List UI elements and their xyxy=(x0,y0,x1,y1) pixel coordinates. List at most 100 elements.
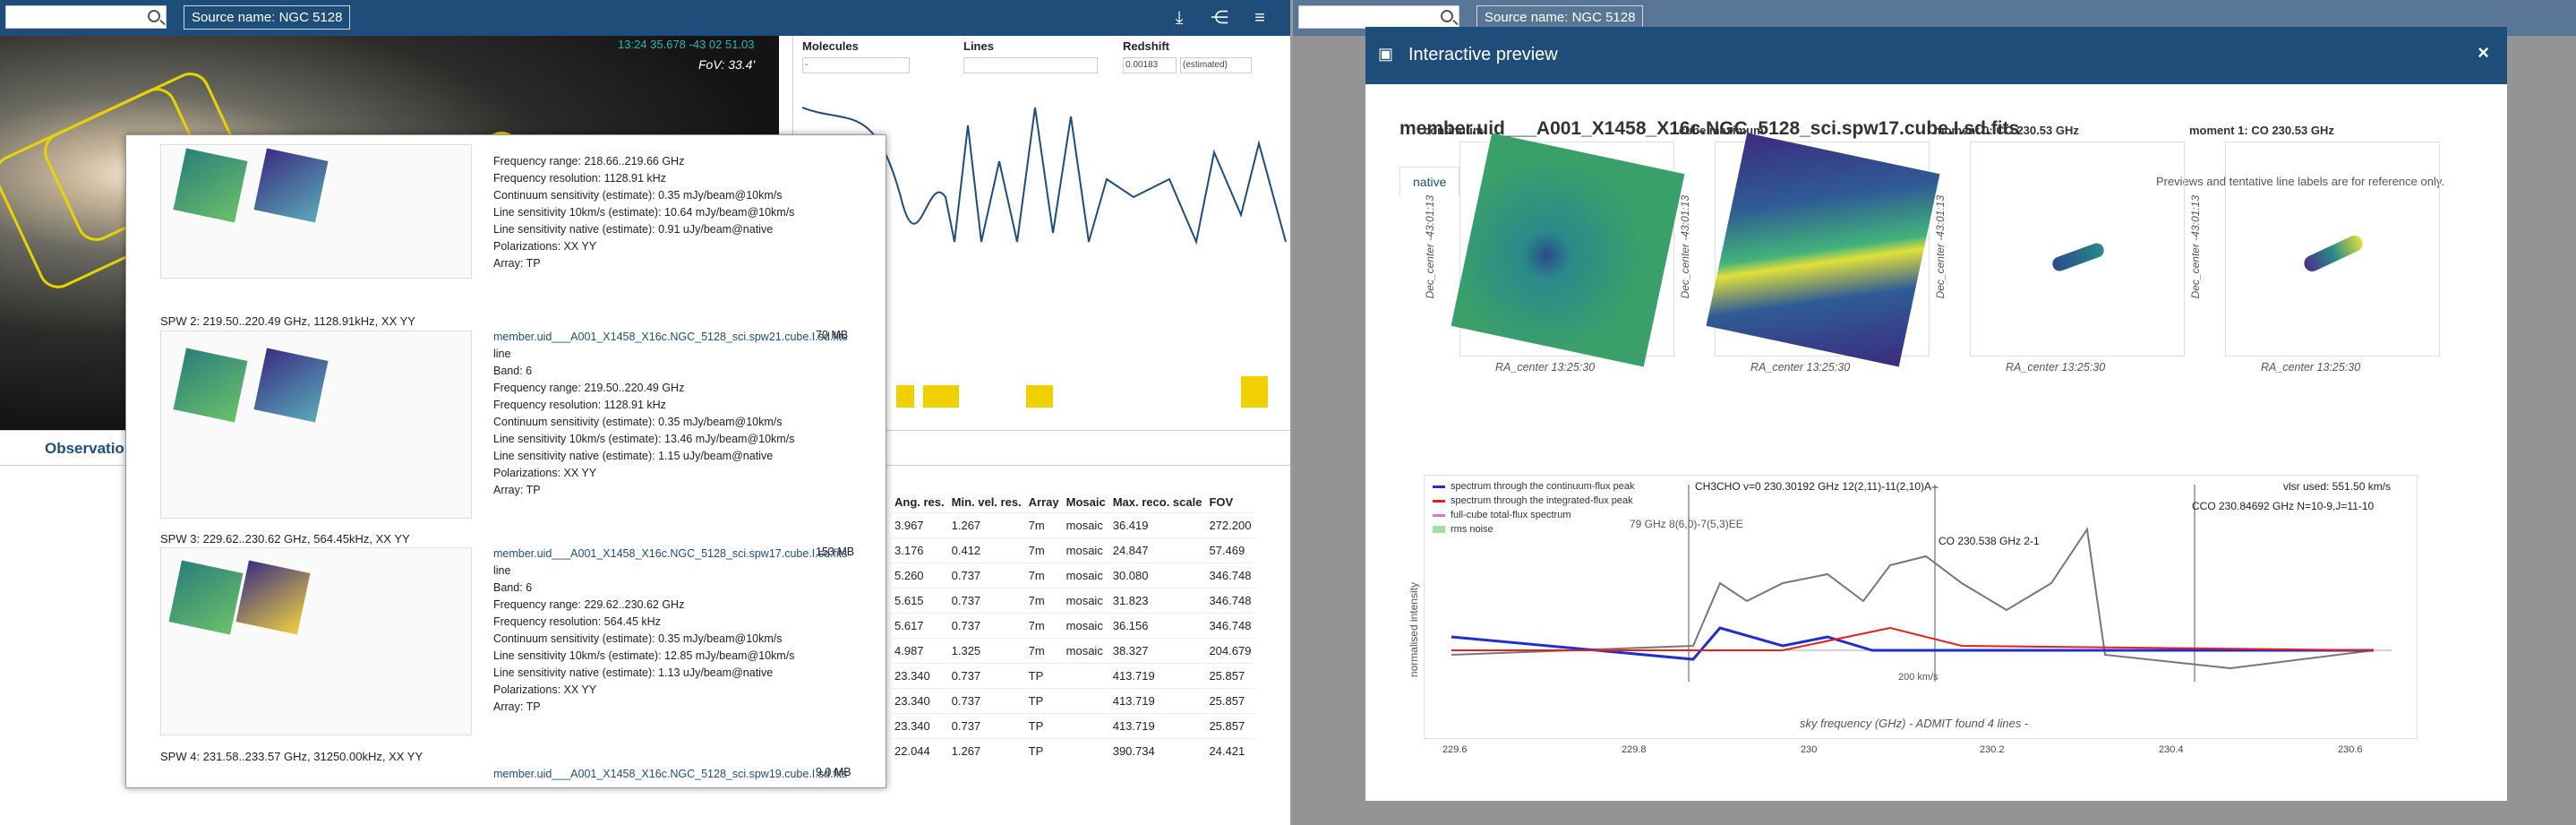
spectrum-svg[interactable] xyxy=(1425,476,2418,740)
table-row[interactable]: 22.044 1.267 TP 390.734 24.421 xyxy=(891,737,1255,763)
share-icon[interactable]: ⋲ xyxy=(1211,8,1228,28)
spw3-thumbnail[interactable] xyxy=(160,547,472,735)
redshift-mode-select[interactable]: (estimated) xyxy=(1180,57,1252,73)
table-cell: 7m xyxy=(1024,637,1063,663)
legend-item: spectrum through the integrated-flux pea… xyxy=(1433,495,1633,506)
table-cell: 1.267 xyxy=(947,511,1025,537)
table-header-row: Ang. res. Min. vel. res. Array Mosaic Ma… xyxy=(891,493,1254,512)
molecules-label: Molecules xyxy=(802,39,859,53)
modal-title-bar: Interactive preview xyxy=(1408,45,1558,64)
table-cell xyxy=(1062,687,1109,713)
source-value: NGC 5128 xyxy=(1571,10,1636,25)
table-cell: 23.340 xyxy=(891,712,948,738)
table-cell: 7m xyxy=(1024,612,1063,638)
continuum-panel: continuum Dec_center -43:01:13 RA_center… xyxy=(1424,124,1685,464)
legend-item: rms noise xyxy=(1433,524,1493,535)
spw1-thumbnail[interactable] xyxy=(160,144,472,279)
table-cell: 22.044 xyxy=(891,737,948,763)
search-icon[interactable] xyxy=(148,10,160,22)
spw2-info: member.uid___A001_X1458_X16c.NGC_5128_sc… xyxy=(493,331,848,496)
preview-filename: member.uid___A001_X1458_X16c.NGC_5128_sc… xyxy=(1399,118,2020,139)
x-axis-label: RA_center 13:25:30 xyxy=(1750,361,1851,374)
moment1-image[interactable] xyxy=(2225,142,2440,357)
menu-icon[interactable]: ≡ xyxy=(1254,8,1265,28)
source-name-box[interactable]: Source name: NGC 5128 xyxy=(184,5,351,30)
x-axis-label: RA_center 13:25:30 xyxy=(2261,361,2361,374)
table-row[interactable]: 23.340 0.737 TP 413.719 25.857 xyxy=(891,662,1255,688)
observations-title: Observations xyxy=(45,440,142,457)
table-cell xyxy=(1062,737,1109,763)
table-cell: mosaic xyxy=(1062,587,1109,613)
lines-select[interactable] xyxy=(963,57,1098,73)
table-cell: 31.823 xyxy=(1108,587,1206,613)
spw4-header: SPW 4: 231.58..233.57 GHz, 31250.00kHz, … xyxy=(160,750,424,763)
y-axis-label: Dec_center -43:01:13 xyxy=(1934,195,1947,299)
table-row[interactable]: 5.617 0.737 7m mosaic 36.156 346.748 xyxy=(891,612,1255,638)
table-cell: 23.340 xyxy=(891,662,948,688)
col-array[interactable]: Array xyxy=(1028,495,1059,510)
table-cell: 25.857 xyxy=(1205,712,1255,738)
y-axis-label: Dec_center -43:01:13 xyxy=(1424,195,1436,299)
col-max-reco-scale[interactable]: Max. reco. scale xyxy=(1112,495,1202,510)
table-cell xyxy=(1062,712,1109,738)
table-cell: 24.847 xyxy=(1108,537,1206,563)
source-name-box[interactable]: Source name: NGC 5128 xyxy=(1476,5,1644,30)
table-cell: 413.719 xyxy=(1108,687,1206,713)
redshift-input[interactable]: 0.00183 xyxy=(1123,57,1177,73)
table-cell: 413.719 xyxy=(1108,712,1206,738)
table-cell: 204.679 xyxy=(1205,637,1255,663)
spw2-filename[interactable]: member.uid___A001_X1458_X16c.NGC_5128_sc… xyxy=(493,331,848,343)
col-min-vel-res[interactable]: Min. vel. res. xyxy=(951,495,1022,510)
table-row[interactable]: 3.176 0.412 7m mosaic 24.847 57.469 xyxy=(891,537,1255,563)
panel-title: moment 0: CO 230.53 GHz xyxy=(1934,124,2079,137)
table-row[interactable]: 5.260 0.737 7m mosaic 30.080 346.748 xyxy=(891,562,1255,588)
spw2-thumbnail[interactable] xyxy=(160,331,472,519)
table-cell: 0.737 xyxy=(947,687,1025,713)
spectrum-xlabel: sky frequency (GHz) - ADMIT found 4 line… xyxy=(1800,717,2029,730)
cube-maximum-image[interactable] xyxy=(1706,133,1940,367)
spw3-size: 153 MB xyxy=(816,546,855,558)
col-fov[interactable]: FOV xyxy=(1209,495,1234,510)
source-label: Source name: xyxy=(1485,10,1569,25)
top-bar: Source name: NGC 5128 ⤓ ⋲ ≡ xyxy=(0,0,1290,36)
table-row[interactable]: 4.987 1.325 7m mosaic 38.327 204.679 xyxy=(891,637,1255,663)
download-icon[interactable]: ⤓ xyxy=(1175,8,1184,28)
atmosphere-spectrum[interactable] xyxy=(793,90,1290,412)
table-row[interactable]: 23.340 0.737 TP 413.719 25.857 xyxy=(891,687,1255,713)
spw4-filename[interactable]: member.uid___A001_X1458_X16c.NGC_5128_sc… xyxy=(493,768,848,780)
search-input[interactable] xyxy=(1298,5,1459,29)
left-window: Source name: NGC 5128 ⤓ ⋲ ≡ 13:24 35.678… xyxy=(0,0,1290,825)
x-tick-label: 230.4 xyxy=(2159,744,2184,755)
table-cell: 0.737 xyxy=(947,662,1025,688)
x-tick-label: 230 xyxy=(1801,744,1818,755)
table-cell: mosaic xyxy=(1062,637,1109,663)
table-row[interactable]: 3.967 1.267 7m mosaic 36.419 272.200 xyxy=(891,511,1255,537)
col-ang-res[interactable]: Ang. res. xyxy=(894,495,945,510)
table-cell: 346.748 xyxy=(1205,562,1255,588)
table-cell: 1.267 xyxy=(947,737,1025,763)
spw2-size: 70 MB xyxy=(816,329,849,341)
table-cell: 24.421 xyxy=(1205,737,1255,763)
moment0-panel: moment 0: CO 230.53 GHz Dec_center -43:0… xyxy=(1934,124,2189,464)
table-cell: 0.737 xyxy=(947,562,1025,588)
table-cell: 7m xyxy=(1024,537,1063,563)
redshift-label: Redshift xyxy=(1123,39,1169,53)
table-row[interactable]: 23.340 0.737 TP 413.719 25.857 xyxy=(891,712,1255,738)
table-cell: 0.737 xyxy=(947,587,1025,613)
continuum-image[interactable] xyxy=(1451,133,1685,367)
close-icon[interactable]: × xyxy=(2478,41,2489,64)
search-input[interactable] xyxy=(5,5,167,29)
search-icon[interactable] xyxy=(1441,10,1453,22)
spectrum-plot[interactable]: 229.6 229.8 230 230.2 230.4 230.6 xyxy=(1424,475,2418,755)
spw3-filename[interactable]: member.uid___A001_X1458_X16c.NGC_5128_sc… xyxy=(493,547,848,560)
table-cell: 36.419 xyxy=(1108,511,1206,537)
table-cell: 413.719 xyxy=(1108,662,1206,688)
col-mosaic[interactable]: Mosaic xyxy=(1065,495,1106,510)
tab-native[interactable]: native xyxy=(1399,167,1460,196)
table-row[interactable]: 5.615 0.737 7m mosaic 31.823 346.748 xyxy=(891,587,1255,613)
spw1-info: Frequency range: 218.66..219.66 GHz Frequ… xyxy=(493,155,795,270)
table-cell: 30.080 xyxy=(1108,562,1206,588)
moment0-image[interactable] xyxy=(1970,142,2185,357)
table-cell: mosaic xyxy=(1062,511,1109,537)
molecules-select[interactable]: - xyxy=(802,57,910,73)
